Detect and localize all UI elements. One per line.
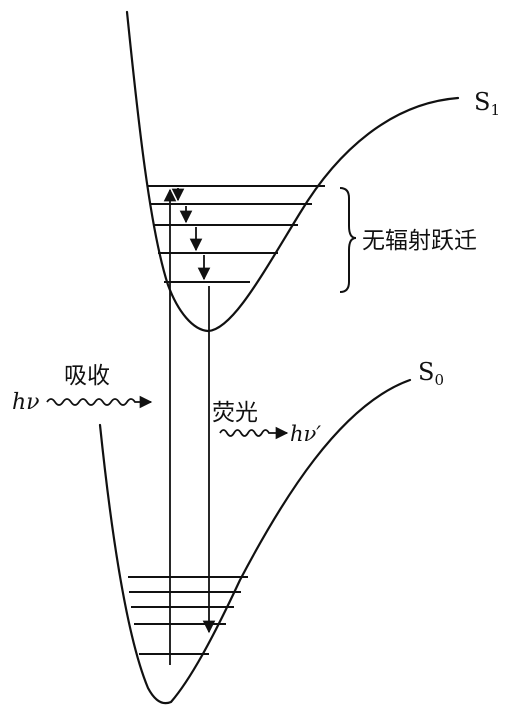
nonradiative-label: 无辐射跃迁 [362,228,477,254]
s1-label: S1 [474,88,500,119]
fluorescence-label: 荧光 [212,400,258,426]
nonradiative-brace [339,187,357,293]
absorption-photon-label: hν [12,390,40,415]
absorption-label: 吸收 [64,363,110,389]
fluorescence-photon-wave [219,426,289,440]
s1-potential-curve [125,10,460,333]
fluorescence-photon-label: hν′ [290,422,321,446]
s0-label: S0 [418,358,444,389]
s1-vibrational-levels [148,185,325,283]
absorption-photon-wave [46,395,153,409]
s0-vibrational-levels [128,576,248,655]
s0-potential-curve [98,378,412,705]
nonradiative-steps [171,188,211,281]
